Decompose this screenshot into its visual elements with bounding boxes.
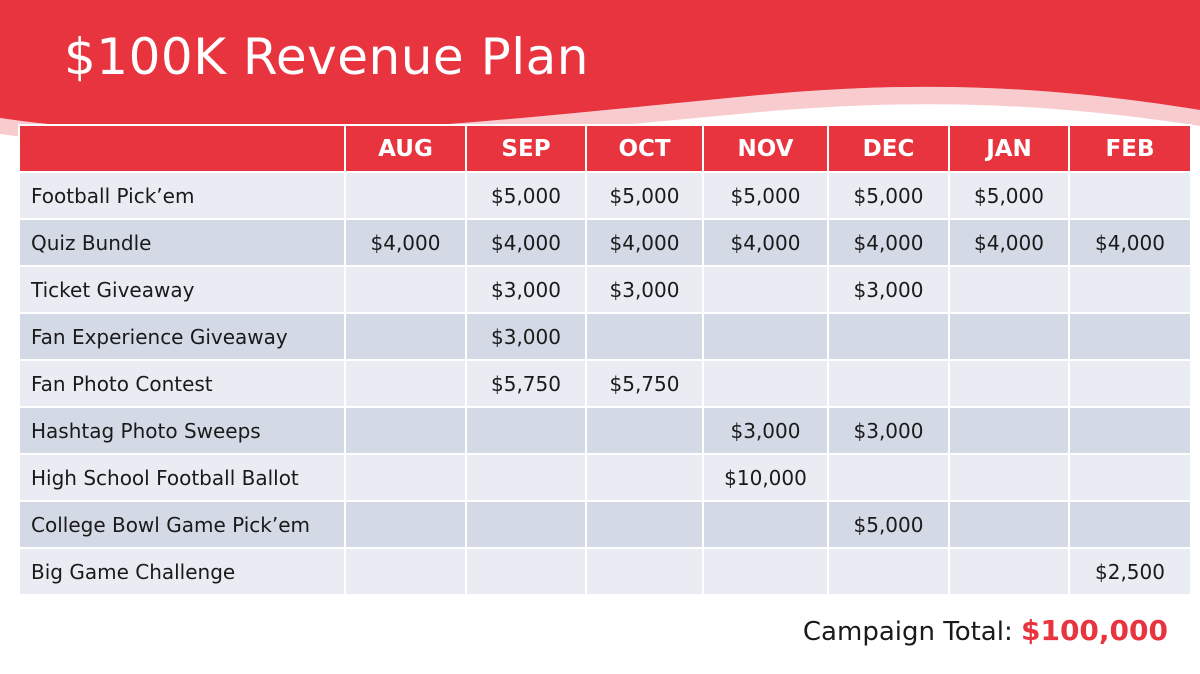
revenue-plan-table: AUG SEP OCT NOV DEC JAN FEB Football Pic… xyxy=(18,124,1192,596)
revenue-cell xyxy=(702,265,829,314)
revenue-cell: $5,000 xyxy=(585,171,704,220)
revenue-cell: $3,000 xyxy=(827,406,950,455)
revenue-cell: $5,750 xyxy=(465,359,587,408)
table-header-row: AUG SEP OCT NOV DEC JAN FEB xyxy=(18,124,1192,173)
revenue-cell xyxy=(1068,265,1192,314)
table-row: Ticket Giveaway $3,000 $3,000 $3,000 xyxy=(18,265,1192,314)
revenue-cell xyxy=(948,359,1070,408)
revenue-cell: $5,000 xyxy=(827,500,950,549)
revenue-cell xyxy=(702,312,829,361)
table-row: Hashtag Photo Sweeps $3,000 $3,000 xyxy=(18,406,1192,455)
month-header: OCT xyxy=(585,124,704,173)
revenue-cell xyxy=(1068,359,1192,408)
revenue-cell xyxy=(344,312,467,361)
table-row: High School Football Ballot $10,000 xyxy=(18,453,1192,502)
revenue-cell: $3,000 xyxy=(827,265,950,314)
month-header: FEB xyxy=(1068,124,1192,173)
row-label: College Bowl Game Pick’em xyxy=(18,500,346,549)
revenue-cell xyxy=(827,312,950,361)
month-header: DEC xyxy=(827,124,950,173)
table-row: Fan Photo Contest $5,750 $5,750 xyxy=(18,359,1192,408)
revenue-cell xyxy=(948,265,1070,314)
revenue-cell xyxy=(465,547,587,596)
revenue-cell xyxy=(465,406,587,455)
table-row: Big Game Challenge $2,500 xyxy=(18,547,1192,596)
revenue-cell: $5,750 xyxy=(585,359,704,408)
header-banner xyxy=(0,0,1200,147)
revenue-cell xyxy=(702,547,829,596)
revenue-cell xyxy=(948,312,1070,361)
revenue-cell xyxy=(948,453,1070,502)
revenue-cell xyxy=(585,547,704,596)
row-label: Fan Photo Contest xyxy=(18,359,346,408)
revenue-cell: $10,000 xyxy=(702,453,829,502)
revenue-cell: $3,000 xyxy=(585,265,704,314)
revenue-cell xyxy=(702,500,829,549)
row-label: Fan Experience Giveaway xyxy=(18,312,346,361)
revenue-cell xyxy=(344,547,467,596)
table-row: Quiz Bundle $4,000 $4,000 $4,000 $4,000 $4,00… xyxy=(18,218,1192,267)
revenue-cell: $4,000 xyxy=(465,218,587,267)
revenue-cell: $3,000 xyxy=(702,406,829,455)
revenue-cell: $5,000 xyxy=(948,171,1070,220)
revenue-cell: $3,000 xyxy=(465,312,587,361)
table-row: Football Pick’em $5,000 $5,000 $5,000 $5,000… xyxy=(18,171,1192,220)
revenue-cell xyxy=(585,406,704,455)
campaign-total: Campaign Total: $100,000 xyxy=(803,614,1168,647)
month-header: AUG xyxy=(344,124,467,173)
revenue-cell xyxy=(948,500,1070,549)
month-header: JAN xyxy=(948,124,1070,173)
revenue-cell xyxy=(465,453,587,502)
revenue-cell xyxy=(827,359,950,408)
revenue-cell: $4,000 xyxy=(827,218,950,267)
revenue-cell: $5,000 xyxy=(827,171,950,220)
revenue-cell: $4,000 xyxy=(702,218,829,267)
revenue-cell xyxy=(1068,312,1192,361)
revenue-cell xyxy=(585,500,704,549)
revenue-cell xyxy=(1068,453,1192,502)
revenue-cell xyxy=(827,547,950,596)
row-label: Ticket Giveaway xyxy=(18,265,346,314)
row-label: Football Pick’em xyxy=(18,171,346,220)
revenue-cell xyxy=(344,171,467,220)
revenue-cell xyxy=(827,453,950,502)
revenue-cell xyxy=(344,359,467,408)
revenue-cell xyxy=(702,359,829,408)
revenue-cell: $4,000 xyxy=(948,218,1070,267)
revenue-cell xyxy=(344,453,467,502)
revenue-cell: $5,000 xyxy=(465,171,587,220)
row-label: High School Football Ballot xyxy=(18,453,346,502)
revenue-cell xyxy=(948,547,1070,596)
revenue-cell xyxy=(344,265,467,314)
revenue-cell xyxy=(344,406,467,455)
month-header: NOV xyxy=(702,124,829,173)
row-label: Big Game Challenge xyxy=(18,547,346,596)
corner-header xyxy=(18,124,346,173)
revenue-cell: $4,000 xyxy=(1068,218,1192,267)
campaign-total-amount: $100,000 xyxy=(1020,614,1168,647)
revenue-cell: $4,000 xyxy=(344,218,467,267)
revenue-cell xyxy=(1068,171,1192,220)
revenue-cell: $3,000 xyxy=(465,265,587,314)
revenue-cell xyxy=(344,500,467,549)
revenue-cell xyxy=(585,312,704,361)
revenue-cell xyxy=(1068,500,1192,549)
revenue-cell xyxy=(948,406,1070,455)
page-title: $100K Revenue Plan xyxy=(64,28,589,86)
month-header: SEP xyxy=(465,124,587,173)
revenue-cell: $2,500 xyxy=(1068,547,1192,596)
revenue-cell xyxy=(465,500,587,549)
revenue-cell: $5,000 xyxy=(702,171,829,220)
table-row: Fan Experience Giveaway $3,000 xyxy=(18,312,1192,361)
table-row: College Bowl Game Pick’em $5,000 xyxy=(18,500,1192,549)
row-label: Quiz Bundle xyxy=(18,218,346,267)
row-label: Hashtag Photo Sweeps xyxy=(18,406,346,455)
revenue-cell xyxy=(585,453,704,502)
revenue-cell xyxy=(1068,406,1192,455)
campaign-total-label: Campaign Total: xyxy=(802,617,1013,647)
revenue-cell: $4,000 xyxy=(585,218,704,267)
